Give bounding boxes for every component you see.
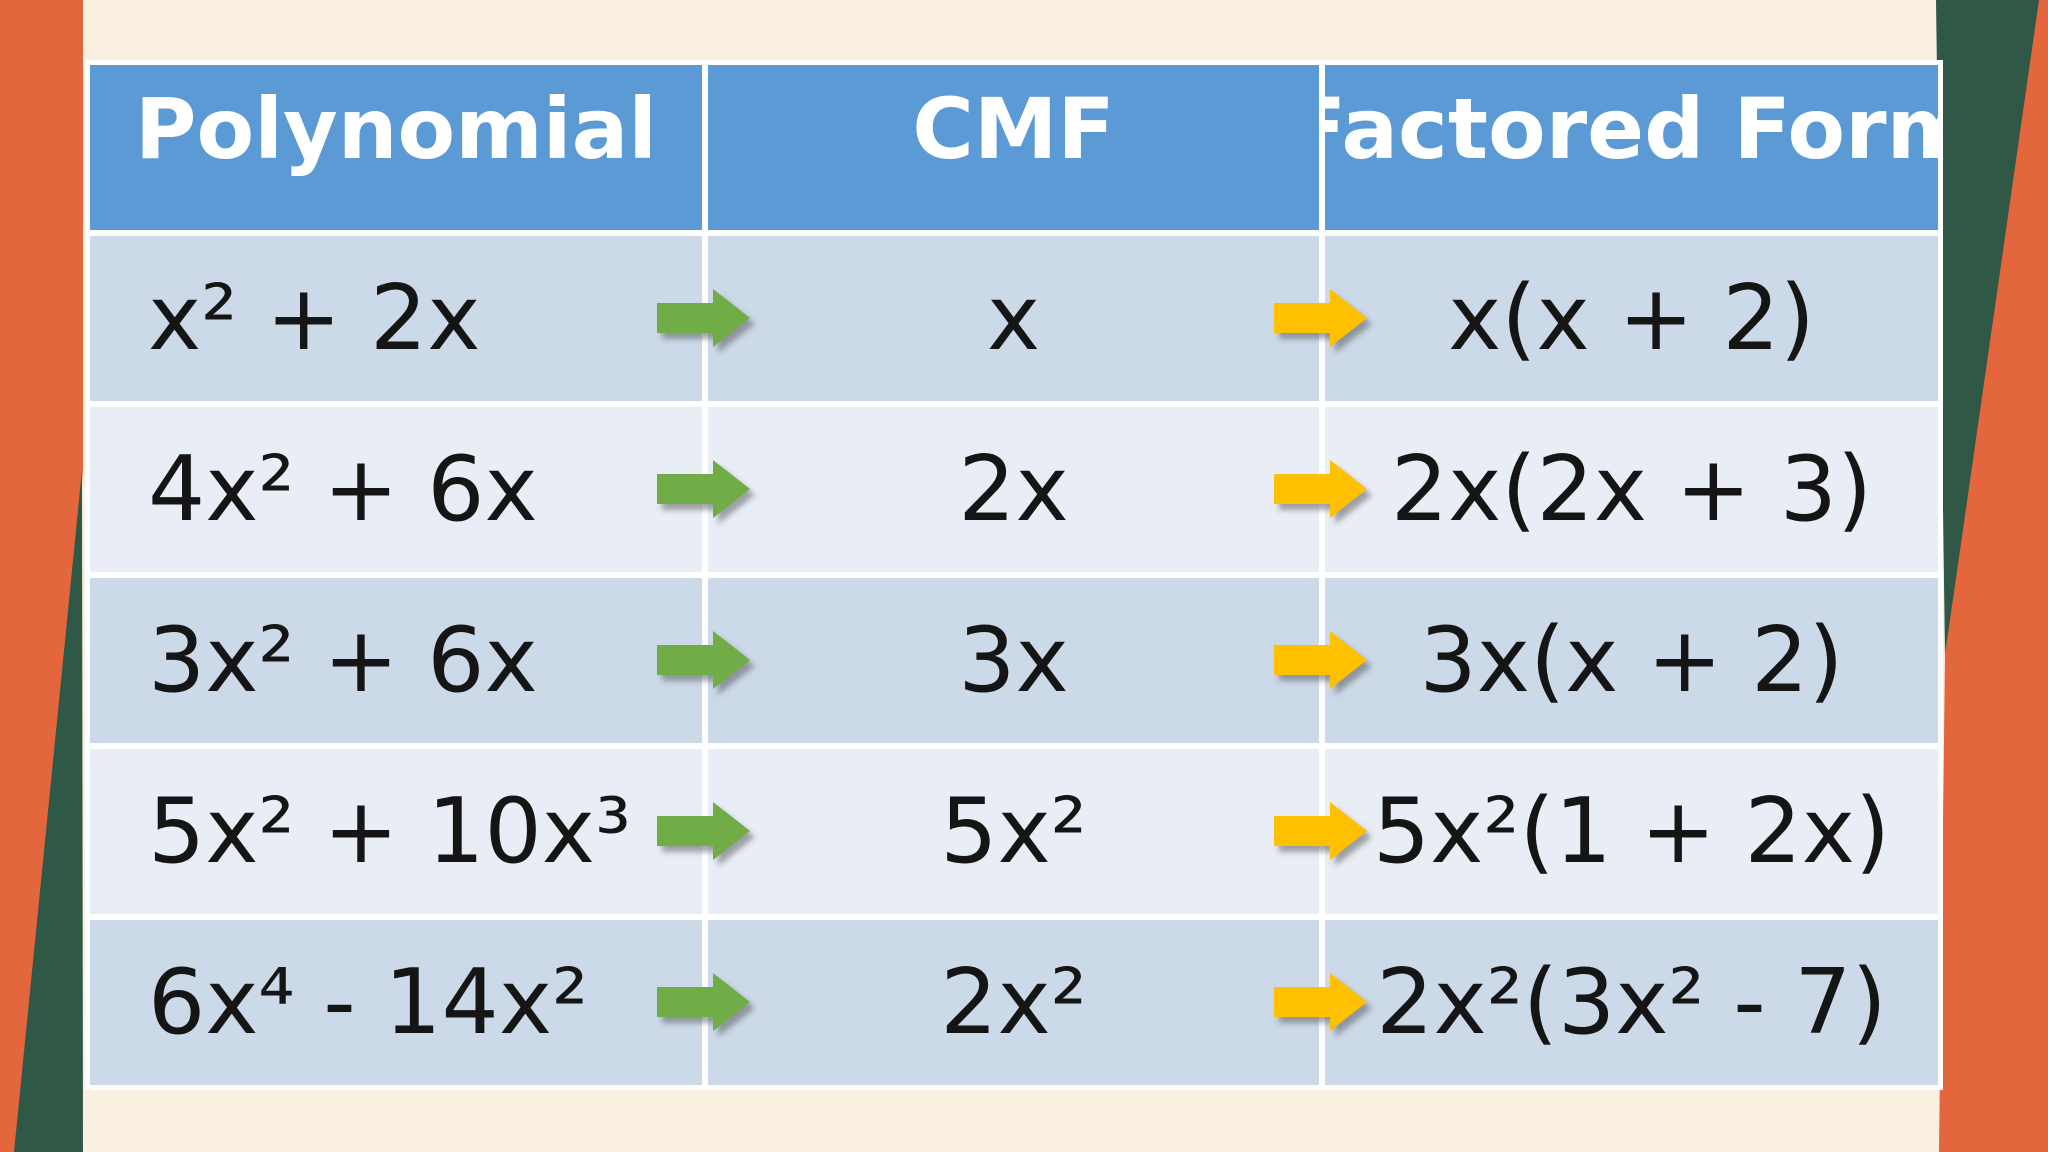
cell-r5-cmf: 2x² bbox=[708, 920, 1319, 1085]
green-arrow-icon bbox=[657, 628, 753, 692]
header-cmf: CMF bbox=[708, 65, 1319, 230]
cell-r3-cmf: 3x bbox=[708, 578, 1319, 743]
yellow-arrow-icon bbox=[1274, 799, 1370, 863]
yellow-arrow-icon bbox=[1274, 970, 1370, 1034]
header-factored-form: Factored Form bbox=[1325, 65, 1938, 230]
green-arrow-icon bbox=[657, 286, 753, 350]
factoring-table: Polynomial CMF Factored Form x² + 2x x x… bbox=[85, 60, 1943, 1090]
cell-r3-polynomial: 3x² + 6x bbox=[90, 578, 702, 743]
cell-r4-polynomial: 5x² + 10x³ bbox=[90, 749, 702, 914]
cell-r5-polynomial: 6x⁴ - 14x² bbox=[90, 920, 702, 1085]
cell-r5-factored-form: 2x²(3x² - 7) bbox=[1325, 920, 1938, 1085]
right-orange-shape bbox=[1939, 0, 2048, 1152]
green-arrow-icon bbox=[657, 970, 753, 1034]
cell-r2-polynomial: 4x² + 6x bbox=[90, 407, 702, 572]
left-green-shape bbox=[14, 470, 83, 1152]
green-arrow-icon bbox=[657, 457, 753, 521]
cell-r1-factored-form: x(x + 2) bbox=[1325, 236, 1938, 401]
cell-r3-factored-form: 3x(x + 2) bbox=[1325, 578, 1938, 743]
yellow-arrow-icon bbox=[1274, 628, 1370, 692]
cell-r2-cmf: 2x bbox=[708, 407, 1319, 572]
cell-r2-factored-form: 2x(2x + 3) bbox=[1325, 407, 1938, 572]
green-arrow-icon bbox=[657, 799, 753, 863]
left-orange-shape bbox=[0, 0, 83, 1152]
cell-r4-cmf: 5x² bbox=[708, 749, 1319, 914]
cell-r4-factored-form: 5x²(1 + 2x) bbox=[1325, 749, 1938, 914]
header-polynomial: Polynomial bbox=[90, 65, 702, 230]
yellow-arrow-icon bbox=[1274, 457, 1370, 521]
cell-r1-cmf: x bbox=[708, 236, 1319, 401]
yellow-arrow-icon bbox=[1274, 286, 1370, 350]
cell-r1-polynomial: x² + 2x bbox=[90, 236, 702, 401]
